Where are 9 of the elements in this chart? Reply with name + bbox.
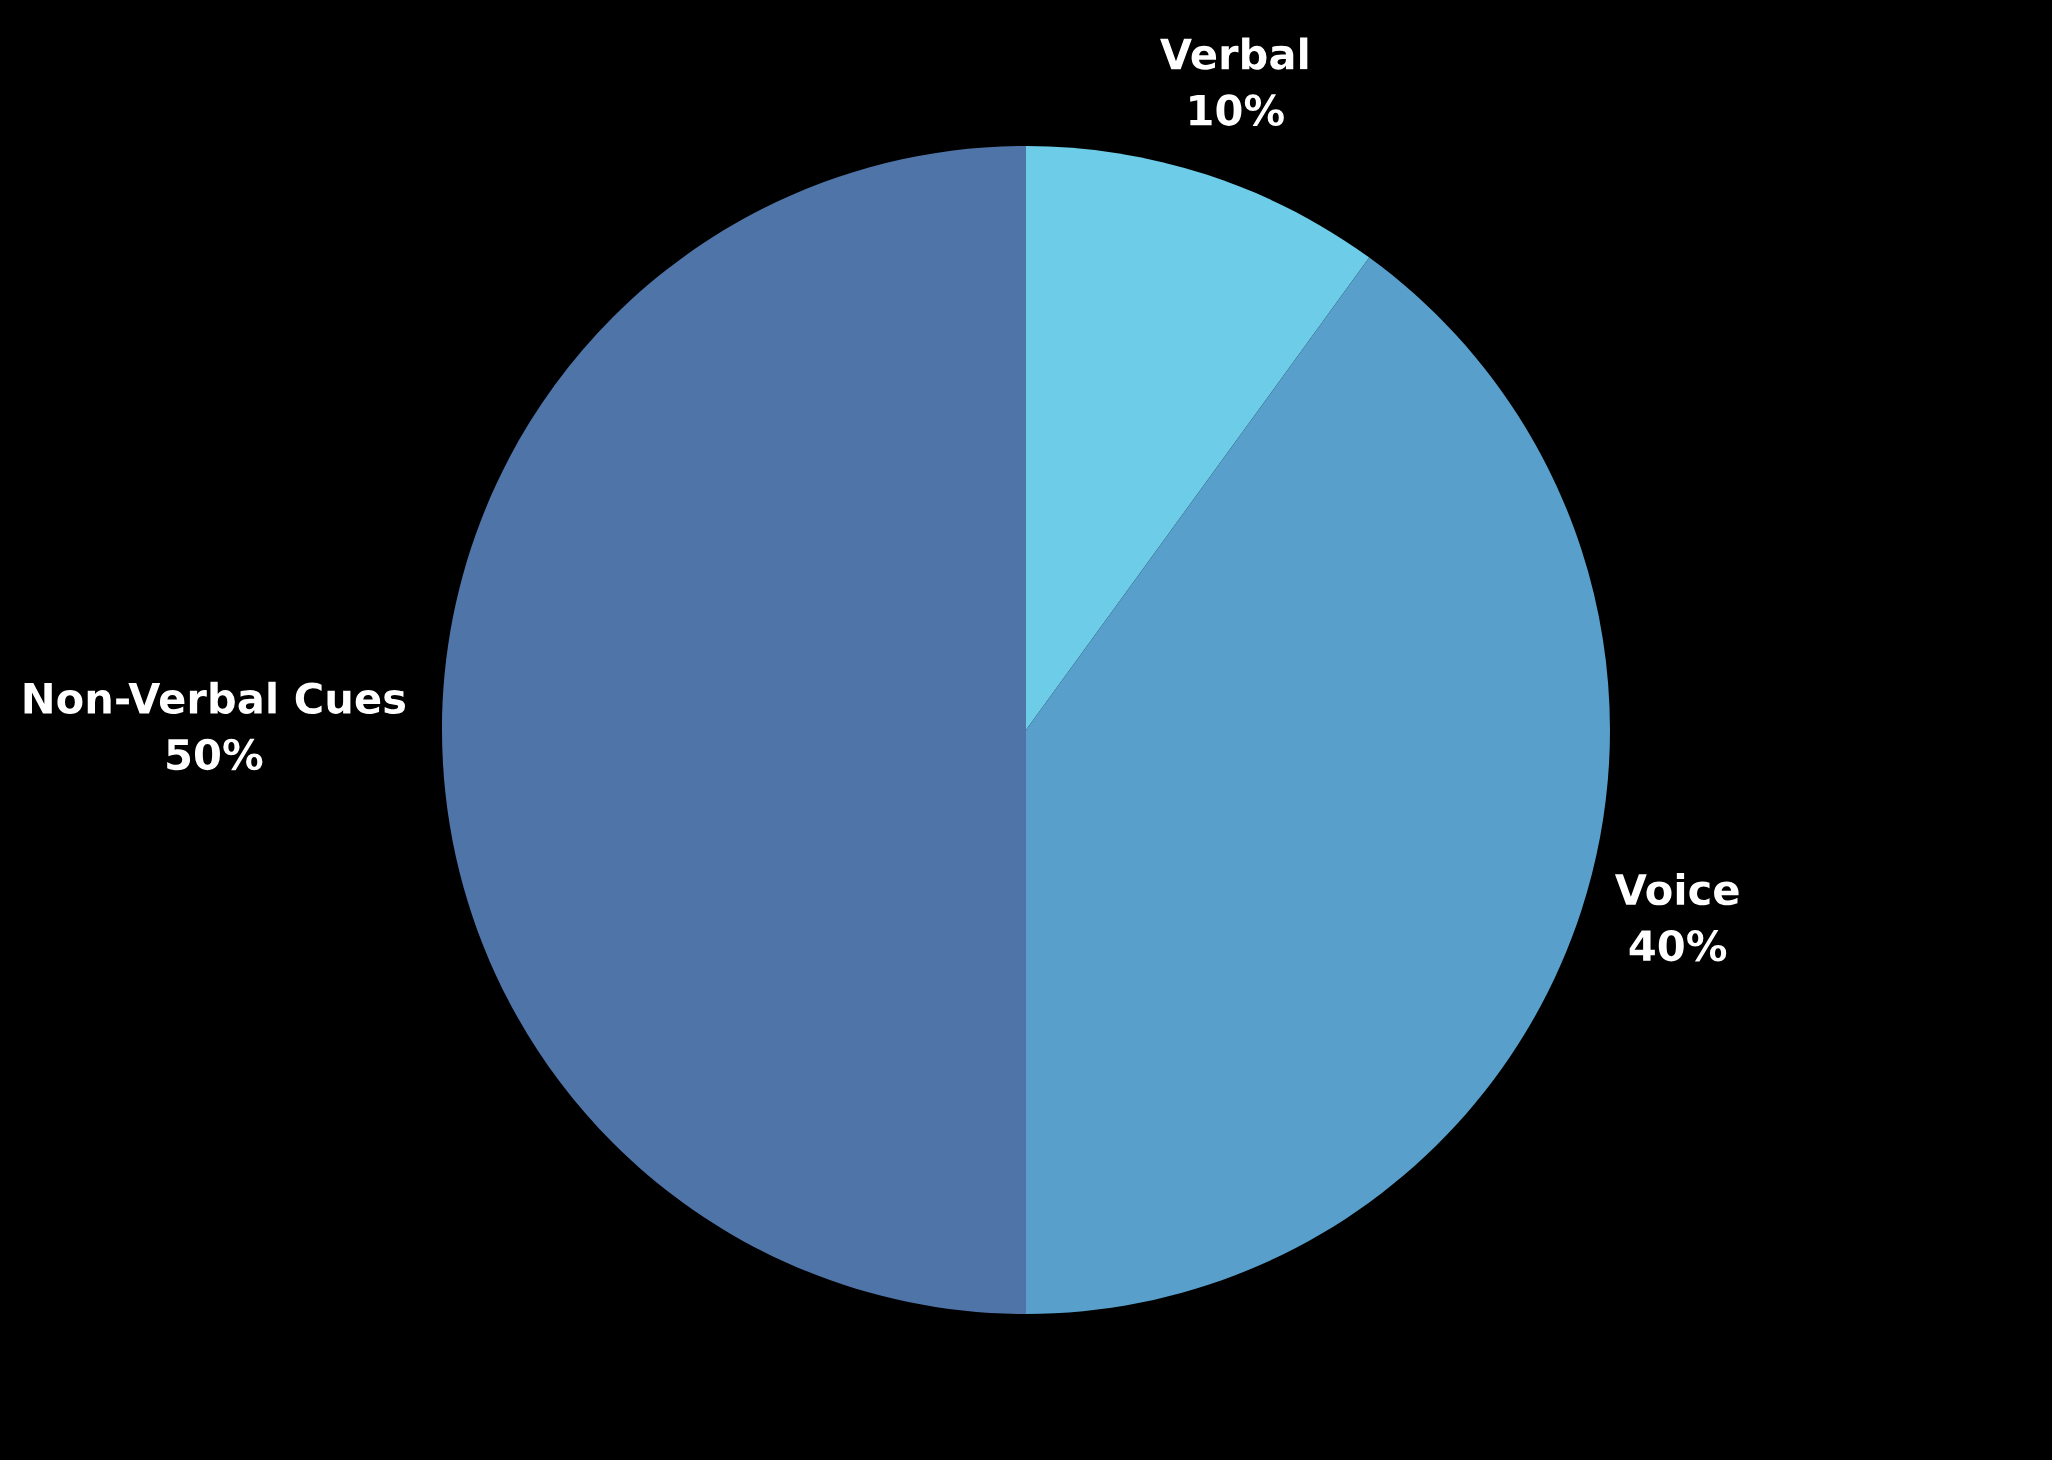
slice-label: Non-Verbal Cues — [24, 681, 405, 715]
data-label: 40% — [1629, 929, 1727, 962]
data-label: 10% — [1190, 94, 1284, 126]
pie-slice — [442, 146, 1026, 1314]
slice-label: Verbal — [1160, 37, 1308, 70]
pie-slice — [1026, 257, 1610, 1314]
pie-slice — [1026, 146, 1370, 730]
data-label: 50% — [167, 738, 263, 771]
slice-label: Voice — [1614, 873, 1739, 906]
